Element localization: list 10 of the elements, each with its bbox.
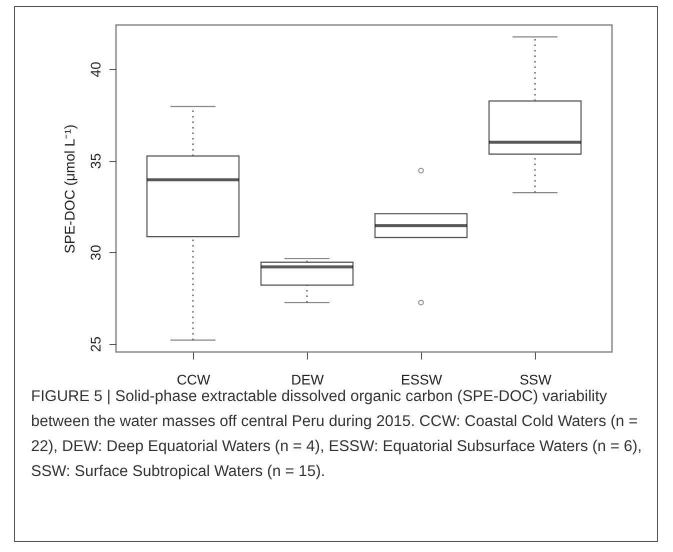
x-tick-label: CCW <box>176 372 211 388</box>
y-axis-title: SPE-DOC (μmol L⁻¹) <box>62 124 78 254</box>
y-tick-label: 30 <box>88 244 104 260</box>
y-tick-label: 35 <box>88 153 104 169</box>
x-tick-label: SSW <box>520 372 552 388</box>
y-tick-label: 25 <box>88 336 104 352</box>
x-tick-label: ESSW <box>400 372 443 388</box>
x-tick-label: DEW <box>291 372 325 388</box>
y-tick-label: 40 <box>88 61 104 78</box>
caption: FIGURE 5 | Solid-phase extractable dissolved organic carbon (SPE-DOC) variability between the water masses off central Peru during 2015. CCW: Coastal Cold Waters (n = 22), DEW: Deep Equatorial Waters (n = 4), ESSW: Equatorial Subsurface Waters (n = 6), SSW: Surface Subtropical Waters (n = 15). <box>31 388 642 480</box>
